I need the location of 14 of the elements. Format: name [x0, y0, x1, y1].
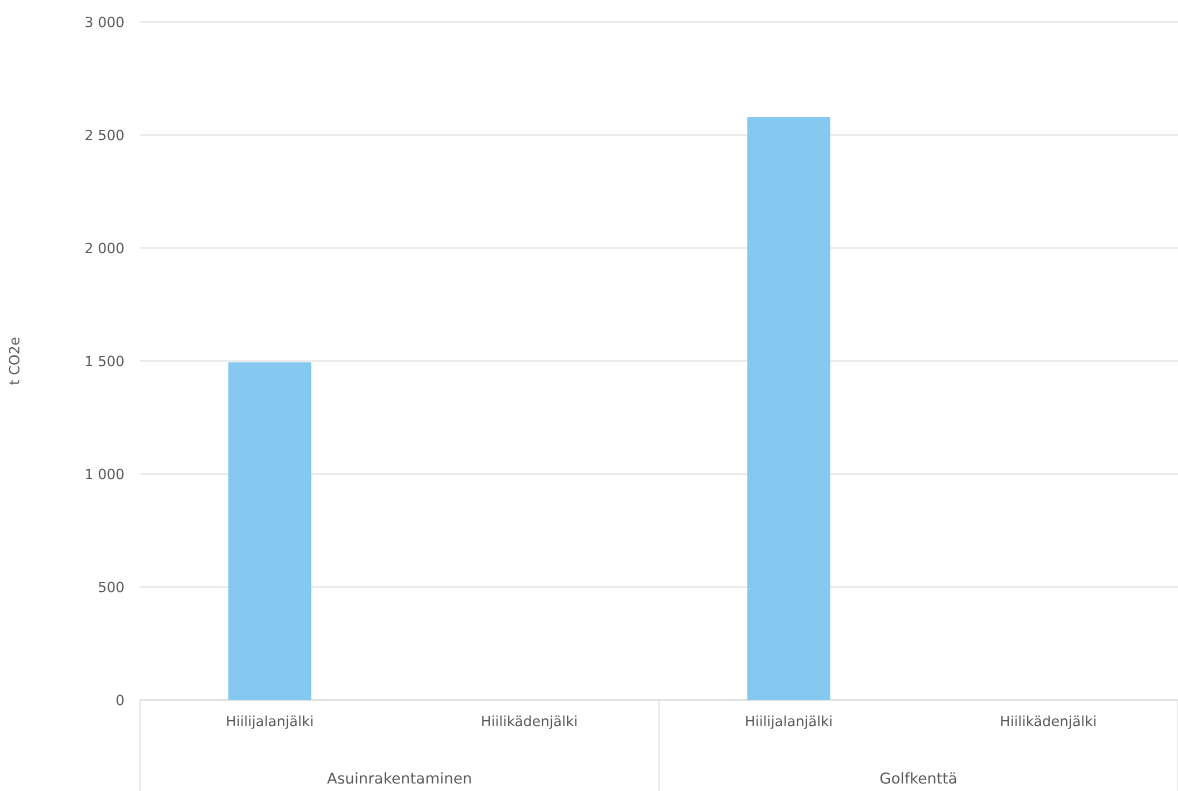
x-tick-label: Hiilijalanjälki [746, 715, 832, 730]
y-tick-label: 3 000 [85, 16, 124, 28]
x-tick-label: Hiilikädenjälki [482, 715, 577, 730]
y-tick-label: 1 000 [86, 468, 124, 480]
text: Asuinrakentaminen [327, 772, 471, 784]
y-tick-label: 2 000 [85, 242, 124, 254]
y-tick-label: 2 500 [85, 129, 124, 141]
y-axis-title: t CO2e [8, 337, 20, 385]
y-tick-label: 0 [116, 694, 124, 706]
y-tick-label: 1 500 [86, 355, 124, 367]
x-tick-label: Hiilijalanjälki [227, 715, 313, 730]
y-tick-label: 500 [98, 581, 124, 593]
text: Golfkenttä [880, 772, 957, 784]
x-tick-label: Hiilikädenjälki [1001, 715, 1096, 730]
